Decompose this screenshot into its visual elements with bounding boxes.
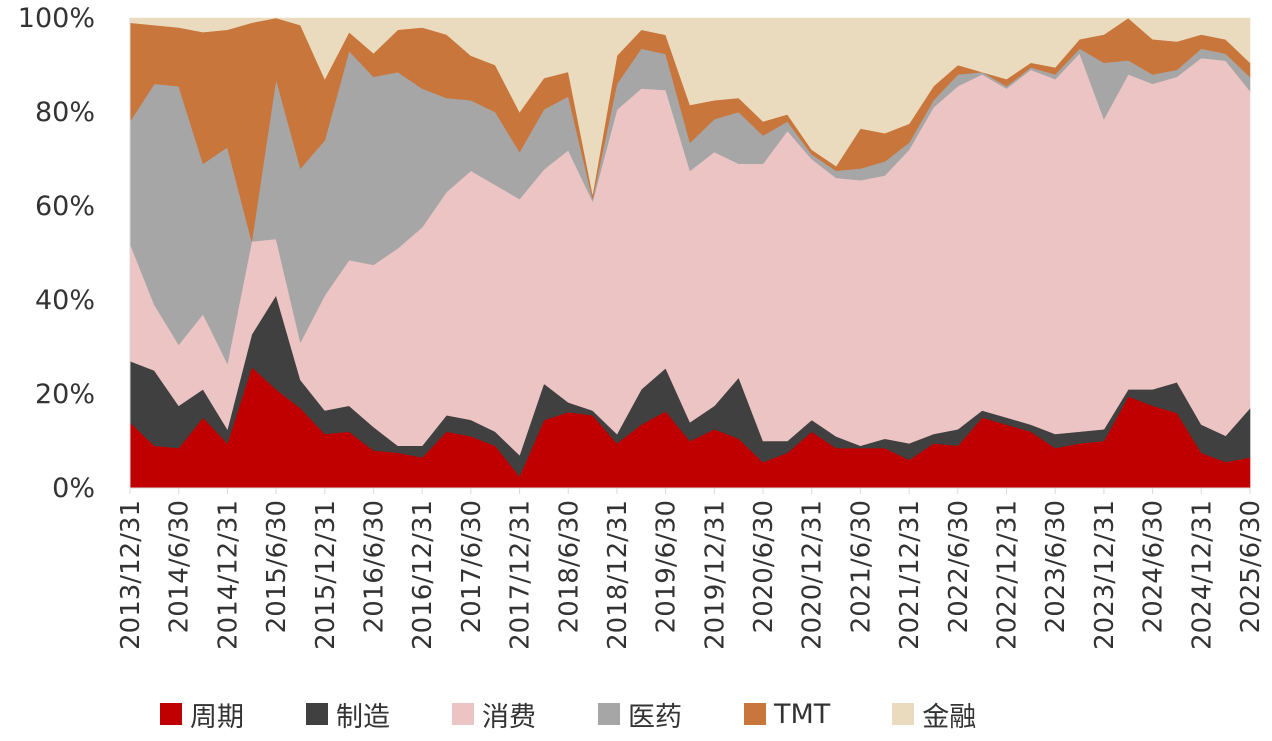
x-tick-label: 2018/6/30 <box>554 500 584 633</box>
x-tick-label: 2016/12/31 <box>408 500 438 650</box>
legend-swatch <box>892 703 915 725</box>
x-tick-label: 2020/12/31 <box>798 500 828 650</box>
y-tick-label: 20% <box>35 379 95 410</box>
y-tick-label: 60% <box>35 191 95 222</box>
y-tick-label: 80% <box>35 97 95 128</box>
legend-swatch <box>160 703 182 725</box>
legend-label: 医药 <box>628 701 682 733</box>
x-tick-label: 2022/6/30 <box>944 500 974 633</box>
y-tick-label: 100% <box>18 3 95 34</box>
legend-item: 消费 <box>452 695 536 734</box>
x-axis-ticks: 2013/12/31 2014/6/30 2014/12/31 2015/6/30 20… <box>116 488 1266 650</box>
axes <box>129 18 1250 489</box>
x-tick-label: 2023/12/31 <box>1090 500 1120 650</box>
legend-swatch <box>744 703 766 725</box>
x-tick-label: 2025/6/30 <box>1236 500 1266 633</box>
x-tick-label: 2024/6/30 <box>1139 500 1169 633</box>
legend-label: 金融 <box>922 701 977 733</box>
y-axis-ticks: 0% 20% 40% 60% 80% 100% <box>18 3 95 504</box>
x-tick-label: 2023/6/30 <box>1041 500 1071 633</box>
x-tick-label: 2020/6/30 <box>749 500 779 633</box>
legend-item: 制造 <box>306 695 390 734</box>
chart-legend: 周期 制造 消费 医药 TMT 金融 <box>160 694 1160 734</box>
x-tick-label: 2014/6/30 <box>165 500 195 633</box>
legend-item: 金融 <box>892 695 976 734</box>
legend-label: 消费 <box>482 701 536 733</box>
legend-label: TMT <box>774 698 831 730</box>
legend-label: 制造 <box>336 701 390 733</box>
x-tick-label: 2016/6/30 <box>359 500 389 633</box>
legend-item: TMT <box>744 699 830 730</box>
legend-swatch <box>598 703 620 725</box>
x-tick-label: 2019/12/31 <box>700 500 730 650</box>
series-areas <box>129 17 1251 489</box>
x-tick-label: 2013/12/31 <box>116 500 146 650</box>
legend-item: 周期 <box>160 695 244 734</box>
x-tick-label: 2021/12/31 <box>895 500 925 650</box>
x-tick-label: 2015/6/30 <box>262 500 292 633</box>
area-series-6 <box>129 17 1251 195</box>
x-tick-label: 2014/12/31 <box>213 500 243 650</box>
y-tick-label: 40% <box>35 285 95 316</box>
x-tick-label: 2017/12/31 <box>506 500 536 650</box>
legend-item: 医药 <box>598 695 682 734</box>
y-tick-label: 0% <box>52 473 95 504</box>
x-tick-label: 2019/6/30 <box>652 500 682 633</box>
legend-swatch <box>452 703 474 725</box>
x-tick-label: 2022/12/31 <box>993 500 1023 650</box>
x-tick-label: 2021/6/30 <box>846 500 876 633</box>
legend-label: 周期 <box>190 701 244 733</box>
x-tick-label: 2018/12/31 <box>603 500 633 650</box>
x-tick-label: 2024/12/31 <box>1187 500 1217 650</box>
x-tick-label: 2017/6/30 <box>457 500 487 633</box>
x-tick-label: 2015/12/31 <box>311 500 341 650</box>
legend-swatch <box>306 703 328 725</box>
